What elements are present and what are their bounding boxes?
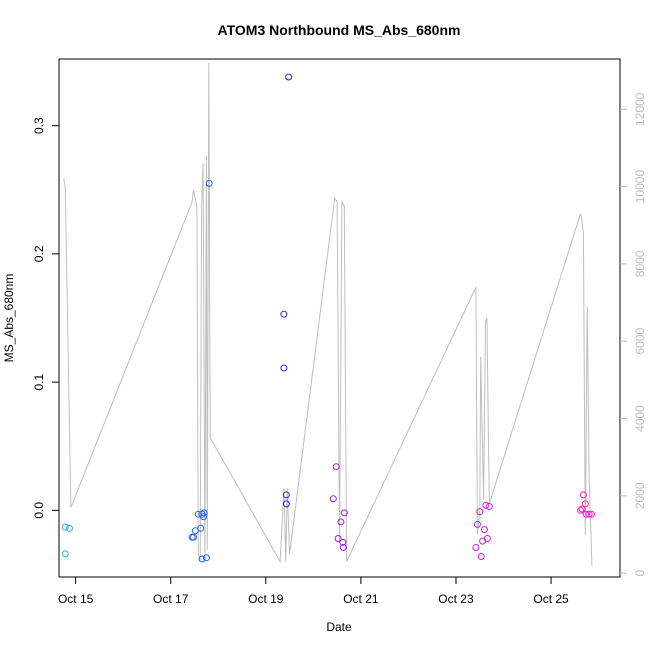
data-point: [61, 550, 69, 558]
data-point: [477, 553, 485, 560]
data-point: [282, 491, 290, 499]
data-point: [585, 510, 593, 518]
data-point: [472, 544, 480, 551]
data-point: [280, 310, 288, 318]
data-point: [581, 500, 589, 508]
data-point: [340, 509, 348, 517]
data-point: [282, 500, 290, 508]
data-point: [197, 524, 205, 532]
data-point: [61, 523, 69, 531]
data-point: [577, 506, 584, 514]
data-point: [200, 509, 208, 517]
data-point: [339, 544, 347, 551]
plot-area-frame: [58, 58, 621, 578]
y2-tick-label: 8000: [633, 250, 647, 277]
x-tick-label: Oct 23: [438, 592, 474, 606]
data-point: [205, 179, 213, 187]
data-point: [579, 491, 587, 499]
data-point: [280, 364, 288, 372]
y-tick-label: 0.3: [32, 117, 46, 134]
data-point: [198, 555, 206, 563]
y-axis-left: 0.0 0.1 0.2 0.3: [32, 117, 59, 519]
y2-tick-label: 0: [633, 569, 647, 576]
data-point: [329, 495, 337, 503]
y-axis-label: MS_Abs_680nm: [2, 274, 16, 363]
x-tick-label: Oct 15: [58, 592, 94, 606]
data-point: [337, 518, 345, 526]
y-axis-right: 0 2000 4000 6000 8000 10000 12000: [620, 92, 647, 576]
data-point: [285, 73, 293, 81]
data-point: [588, 510, 595, 518]
points-layer: [61, 73, 595, 563]
chart-title: ATOM3 Northbound MS_Abs_680nm: [218, 22, 461, 38]
y-tick-label: 0.0: [32, 502, 46, 519]
x-axis-label: Date: [326, 620, 352, 634]
data-point: [476, 508, 484, 516]
data-point: [202, 554, 210, 562]
data-point: [339, 538, 347, 546]
data-point: [482, 501, 490, 509]
secondary-series-line: [63, 62, 593, 566]
x-tick-label: Oct 21: [343, 592, 379, 606]
y-tick-label: 0.2: [32, 245, 46, 262]
y2-tick-label: 10000: [633, 170, 647, 204]
x-tick-label: Oct 17: [153, 592, 189, 606]
data-point: [332, 463, 340, 471]
y2-tick-label: 6000: [633, 328, 647, 355]
secondary-line-layer: [63, 62, 593, 566]
x-tick-label: Oct 19: [248, 592, 284, 606]
data-point: [481, 526, 488, 534]
y2-tick-label: 12000: [633, 92, 647, 126]
x-tick-label: Oct 25: [533, 592, 569, 606]
data-point: [483, 535, 491, 542]
data-point: [485, 503, 493, 510]
data-point: [473, 520, 481, 528]
data-point: [582, 510, 590, 518]
data-point: [334, 535, 342, 542]
y2-tick-label: 4000: [633, 405, 647, 432]
data-point: [66, 524, 73, 532]
y-tick-label: 0.1: [32, 373, 46, 390]
data-point: [190, 533, 197, 541]
y2-tick-label: 2000: [633, 482, 647, 509]
data-point: [578, 505, 586, 513]
x-axis: Oct 15 Oct 17 Oct 19 Oct 21 Oct 23 Oct 25: [58, 577, 569, 606]
data-point: [200, 513, 207, 521]
